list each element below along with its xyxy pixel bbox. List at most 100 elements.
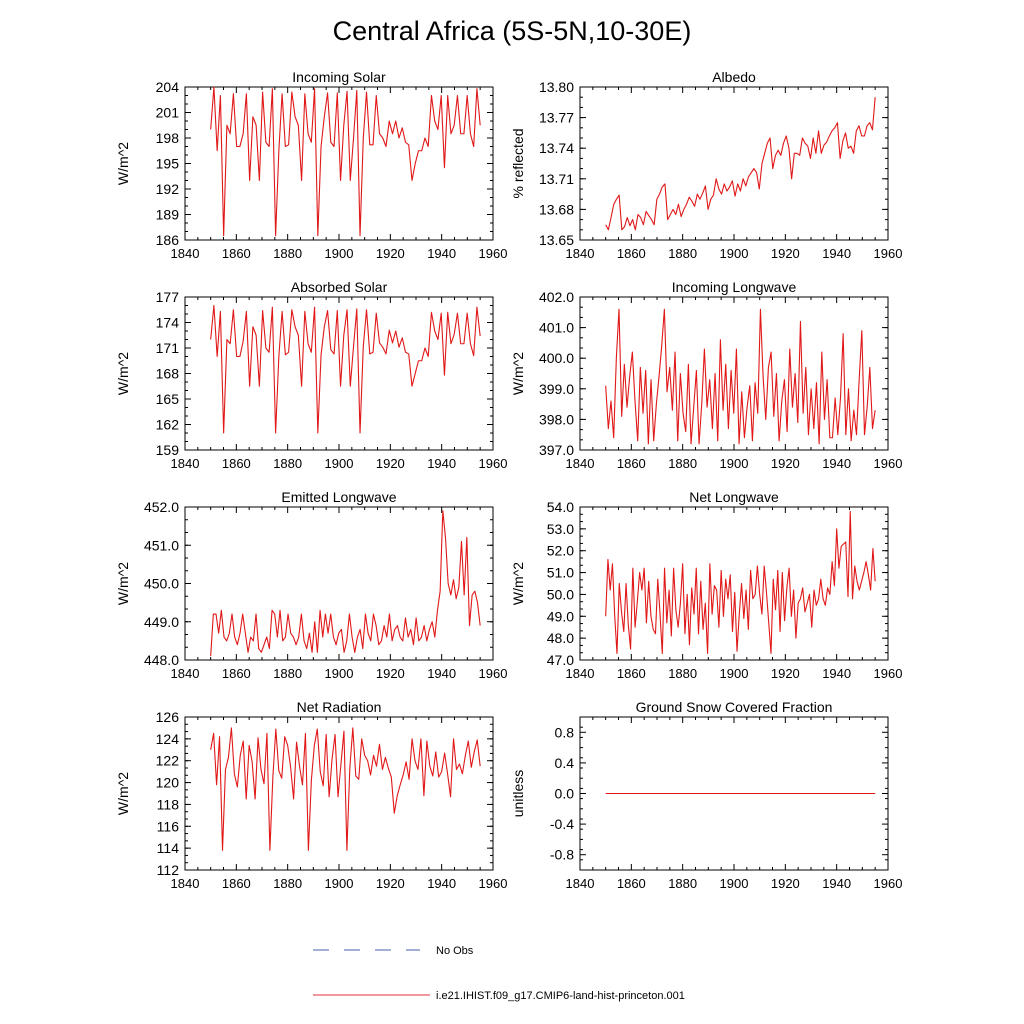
y-axis-label: W/m^2 <box>115 142 131 185</box>
y-tick-label: 398.0 <box>539 411 574 427</box>
x-tick-label: 1840 <box>566 666 595 681</box>
y-tick-label: 114 <box>157 840 180 856</box>
y-tick-label: 48.0 <box>547 630 574 646</box>
y-tick-label: 122 <box>156 753 180 769</box>
panel-ground-snow-covered-fraction: Ground Snow Covered Fraction unitless 1840… <box>510 699 902 891</box>
x-tick-label: 1940 <box>427 246 456 261</box>
x-tick-label: 1920 <box>376 876 405 891</box>
panels: Incoming Solar W/m^2 1840 1860 1880 1900 1920 1… <box>115 69 902 891</box>
y-tick-label: 116 <box>157 818 180 834</box>
panel-emitted-longwave: Emitted Longwave W/m^2 1840 1860 1880 1900 192… <box>115 489 507 681</box>
x-tick-label: 1940 <box>822 246 851 261</box>
panel-title: Emitted Longwave <box>281 489 396 505</box>
x-tick-label: 1960 <box>874 246 903 261</box>
y-axis-label: % reflected <box>510 128 526 198</box>
x-tick-label: 1900 <box>325 876 354 891</box>
legend-label-model: i.e21.IHIST.f09_g17.CMIP6-land-hist-prin… <box>436 990 685 1002</box>
plot-frame <box>579 86 889 241</box>
y-tick-label: 451.0 <box>144 537 179 553</box>
series-line <box>210 304 481 434</box>
y-tick-label: 452.0 <box>144 499 179 515</box>
y-tick-label: 171 <box>156 340 180 356</box>
x-tick-label: 1840 <box>171 456 200 471</box>
y-tick-label: 118 <box>157 796 180 812</box>
x-tick-label: 1920 <box>771 456 800 471</box>
y-tick-label: 13.74 <box>539 140 574 156</box>
y-tick-label: 0.4 <box>555 755 575 771</box>
y-tick-label: 13.77 <box>539 110 574 126</box>
y-tick-label: 47.0 <box>547 652 574 668</box>
y-tick-label: 13.80 <box>539 79 574 95</box>
x-tick-label: 1900 <box>325 456 354 471</box>
panel-incoming-longwave: Incoming Longwave W/m^2 1840 1860 1880 1900 19… <box>510 279 902 471</box>
panel-title: Incoming Solar <box>292 69 386 85</box>
x-tick-label: 1940 <box>822 666 851 681</box>
y-tick-label: 50.0 <box>547 586 574 602</box>
y-tick-label: 126 <box>156 709 180 725</box>
panel-net-radiation: Net Radiation W/m^2 1840 1860 1880 1900 1920 19… <box>115 699 507 891</box>
y-axis-label: W/m^2 <box>115 772 131 815</box>
y-axis-label: W/m^2 <box>510 562 526 605</box>
y-tick-label: 53.0 <box>547 521 574 537</box>
x-tick-label: 1840 <box>171 666 200 681</box>
x-tick-label: 1940 <box>427 876 456 891</box>
plot-frame <box>184 716 494 871</box>
series-line <box>210 510 481 657</box>
y-tick-label: 450.0 <box>144 576 179 592</box>
x-tick-label: 1960 <box>874 666 903 681</box>
x-tick-label: 1900 <box>720 666 749 681</box>
panel-title: Incoming Longwave <box>672 279 797 295</box>
y-tick-label: 13.68 <box>539 201 574 217</box>
y-tick-label: 54.0 <box>547 499 574 515</box>
series-line <box>210 727 481 851</box>
x-tick-label: 1900 <box>325 246 354 261</box>
panel-albedo: Albedo % reflected 1840 1860 1880 1900 1920 194… <box>510 69 902 261</box>
x-tick-label: 1860 <box>617 246 646 261</box>
y-tick-label: 401.0 <box>539 320 574 336</box>
y-tick-label: 52.0 <box>547 543 574 559</box>
x-tick-label: 1880 <box>273 456 302 471</box>
x-tick-label: 1920 <box>771 666 800 681</box>
x-tick-label: 1880 <box>273 246 302 261</box>
panel-incoming-solar: Incoming Solar W/m^2 1840 1860 1880 1900 1920 1… <box>115 69 507 261</box>
x-tick-label: 1960 <box>479 456 508 471</box>
y-tick-label: 124 <box>156 731 180 747</box>
x-tick-label: 1880 <box>668 456 697 471</box>
x-tick-label: 1960 <box>479 666 508 681</box>
y-tick-label: 165 <box>156 391 180 407</box>
x-tick-label: 1840 <box>566 246 595 261</box>
y-tick-label: 174 <box>156 315 180 331</box>
plot-frame <box>184 506 494 661</box>
y-tick-label: 448.0 <box>144 652 179 668</box>
y-tick-label: 177 <box>156 289 180 305</box>
y-tick-label: 159 <box>156 442 180 458</box>
x-tick-label: 1920 <box>376 666 405 681</box>
y-tick-label: 186 <box>156 232 180 248</box>
y-tick-label: 400.0 <box>539 350 574 366</box>
panel-title: Ground Snow Covered Fraction <box>636 699 833 715</box>
y-tick-label: 397.0 <box>539 442 574 458</box>
y-tick-label: 198 <box>156 130 180 146</box>
x-tick-label: 1860 <box>222 456 251 471</box>
x-tick-label: 1940 <box>822 456 851 471</box>
y-tick-label: 13.65 <box>539 232 574 248</box>
y-axis-label: W/m^2 <box>510 352 526 395</box>
x-tick-label: 1840 <box>171 876 200 891</box>
y-tick-label: -0.8 <box>550 847 574 863</box>
x-tick-label: 1960 <box>874 876 903 891</box>
panel-title: Net Longwave <box>689 489 779 505</box>
y-tick-label: 449.0 <box>144 614 179 630</box>
x-tick-label: 1920 <box>376 456 405 471</box>
x-tick-label: 1960 <box>479 246 508 261</box>
x-tick-label: 1940 <box>427 456 456 471</box>
y-tick-label: 201 <box>156 105 180 121</box>
x-tick-label: 1940 <box>427 666 456 681</box>
y-tick-label: 168 <box>156 366 180 382</box>
x-tick-label: 1960 <box>479 876 508 891</box>
x-tick-label: 1860 <box>617 666 646 681</box>
x-tick-label: 1840 <box>566 876 595 891</box>
series-line <box>605 510 876 654</box>
y-tick-label: -0.4 <box>550 816 574 832</box>
panel-title: Absorbed Solar <box>291 279 388 295</box>
x-tick-label: 1880 <box>668 666 697 681</box>
